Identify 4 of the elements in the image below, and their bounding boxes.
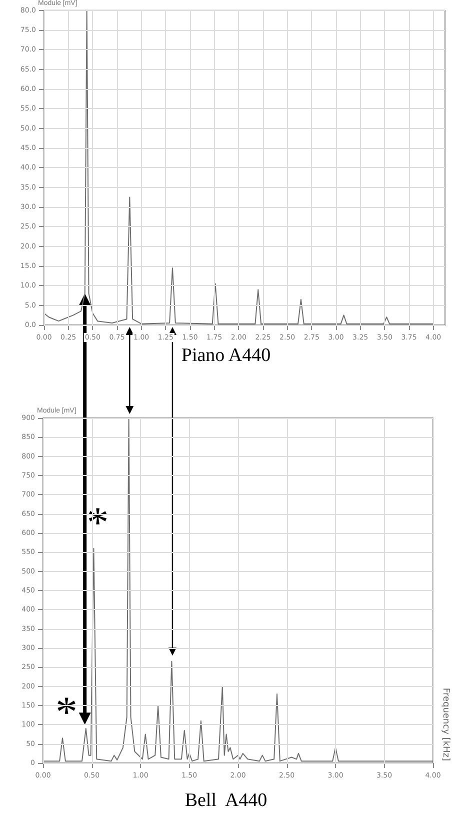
text: Piano A440: [181, 345, 271, 366]
text: Frequency [kHz]: [440, 688, 450, 762]
annotation: *: [56, 688, 78, 737]
text: Bell A440: [184, 790, 268, 811]
